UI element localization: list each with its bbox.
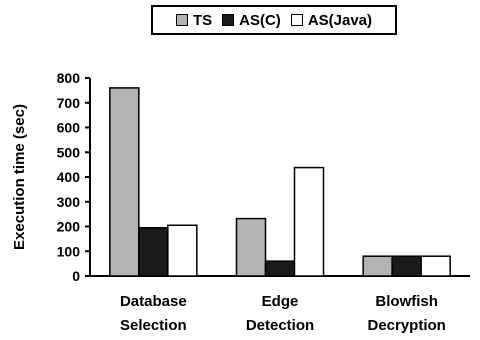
legend-swatch-ts	[175, 14, 188, 26]
legend-item-ts: TS	[175, 11, 213, 29]
y-tick-label-0: 0	[72, 268, 80, 284]
legend-label-as-java: AS(Java)	[307, 11, 373, 29]
y-tick-label-800: 800	[57, 70, 81, 86]
y-tick-label-200: 200	[57, 219, 81, 235]
y-tick-label-300: 300	[57, 194, 81, 210]
y-tick-label-700: 700	[57, 95, 81, 111]
category-label-2-line-1: Decryption	[367, 317, 445, 334]
category-label-0-line-0: Database	[120, 293, 187, 310]
bar-ts-0	[109, 87, 140, 277]
plot-area: 0 100 200 300 400 500 600 700 800 Database Selecti…	[57, 70, 470, 334]
category-label-2-line-0: Blowfish	[375, 293, 438, 310]
bar-as-java-0	[167, 224, 198, 277]
category-label-1-line-1: Detection	[246, 317, 314, 334]
legend-label-ts: TS	[192, 11, 213, 29]
legend-swatch-as-java	[290, 14, 303, 26]
legend-swatch-as-c	[222, 14, 235, 26]
y-tick-label-600: 600	[57, 120, 81, 136]
category-label-0-line-1: Selection	[120, 317, 187, 334]
bar-as-java-2	[420, 255, 451, 277]
y-tick-label-500: 500	[57, 144, 81, 160]
bar-as-java-1	[293, 166, 325, 277]
y-tick-label-100: 100	[57, 243, 81, 259]
y-axis-title: Execution time (sec)	[11, 104, 28, 250]
bar-as-c-2	[391, 255, 422, 277]
y-tick-label-400: 400	[57, 169, 81, 185]
legend: TS AS(C) AS(Java)	[151, 5, 397, 35]
bar-ts-1	[235, 217, 267, 277]
legend-item-as-java: AS(Java)	[290, 11, 373, 29]
category-label-1-line-0: Edge	[262, 293, 299, 310]
bar-ts-2	[362, 255, 393, 277]
legend-item-as-c: AS(C)	[222, 12, 281, 29]
bar-as-c-0	[138, 226, 169, 277]
legend-label-as-c: AS(C)	[239, 11, 281, 29]
bar-as-c-1	[264, 260, 296, 277]
